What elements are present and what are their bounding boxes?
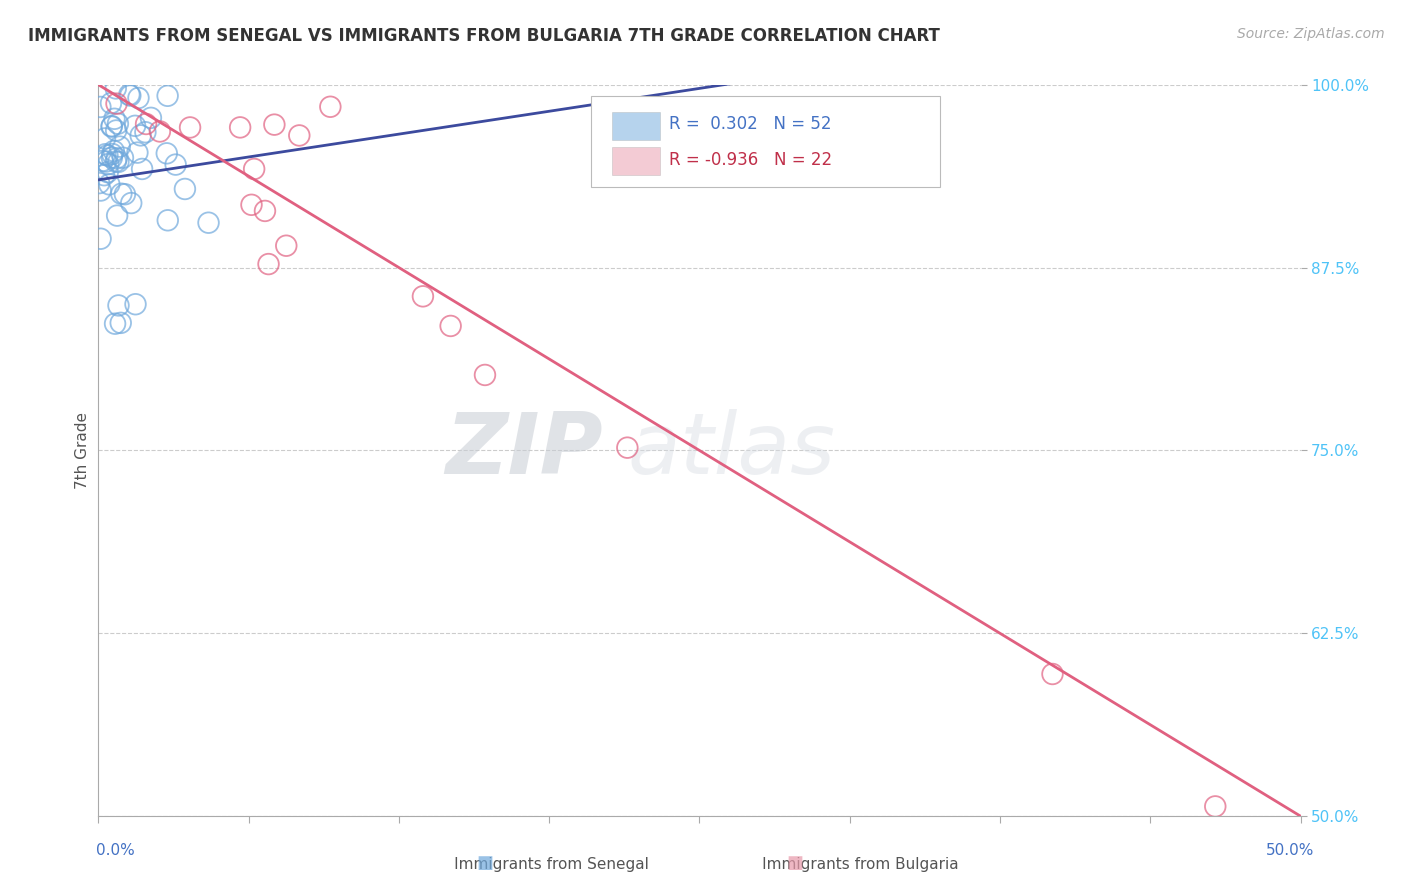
Point [257,257,280,271]
Point [156,213,179,227]
Point [263,118,285,132]
Point [288,128,311,143]
Point [97,165,120,179]
Point [118,87,141,102]
Point [101,147,124,161]
Point [105,152,128,166]
Point [94,131,117,145]
Text: ■: ■ [786,855,803,872]
Y-axis label: 7th Grade: 7th Grade [75,412,90,489]
Point [90,232,112,246]
Point [93,168,115,182]
Point [124,297,146,311]
Point [1042,667,1064,681]
Point [100,120,122,134]
Point [107,117,129,131]
Point [91,153,114,168]
Point [105,96,128,111]
FancyBboxPatch shape [592,95,939,187]
Point [229,120,252,135]
Point [1204,799,1226,814]
Point [240,198,263,212]
Point [100,96,122,111]
Point [616,441,638,455]
Point [156,88,179,103]
Point [100,119,122,133]
Point [111,151,134,165]
Point [165,158,187,172]
Point [124,119,146,133]
Point [243,161,266,176]
Point [253,203,276,218]
Point [127,91,149,105]
Text: atlas: atlas [627,409,835,492]
Point [107,298,129,312]
Point [120,88,142,103]
Point [134,125,156,139]
Point [195,60,218,74]
Point [104,81,127,95]
Point [440,318,463,333]
Text: IMMIGRANTS FROM SENEGAL VS IMMIGRANTS FROM BULGARIA 7TH GRADE CORRELATION CHART: IMMIGRANTS FROM SENEGAL VS IMMIGRANTS FR… [28,27,941,45]
Point [94,154,117,169]
Text: Immigrants from Senegal: Immigrants from Senegal [420,857,648,872]
Point [89,176,111,190]
Point [139,111,162,125]
Point [129,128,152,143]
Point [104,317,127,331]
Point [131,161,153,176]
Text: Source: ZipAtlas.com: Source: ZipAtlas.com [1237,27,1385,41]
Point [89,100,111,114]
Text: Immigrants from Bulgaria: Immigrants from Bulgaria [728,857,959,872]
Point [94,147,117,161]
Point [114,187,136,202]
Point [149,124,172,138]
Point [135,117,157,131]
Text: R = -0.936   N = 22: R = -0.936 N = 22 [669,151,832,169]
FancyBboxPatch shape [612,147,659,175]
FancyBboxPatch shape [612,112,659,139]
Text: 0.0%: 0.0% [96,843,135,858]
Point [120,196,142,211]
Text: ■: ■ [477,855,494,872]
Text: R =  0.302   N = 52: R = 0.302 N = 52 [669,115,832,134]
Point [110,186,132,201]
Point [174,182,197,196]
Point [110,316,132,330]
Point [90,184,112,198]
Point [129,66,152,80]
Text: ZIP: ZIP [446,409,603,492]
Point [105,123,128,137]
Point [108,139,131,153]
Point [319,100,342,114]
Text: 50.0%: 50.0% [1267,843,1315,858]
Point [97,157,120,171]
Point [103,112,125,126]
Point [129,62,152,77]
Point [98,178,121,192]
Point [276,238,298,252]
Point [105,209,128,223]
Point [127,145,149,160]
Point [96,148,118,162]
Point [101,151,124,165]
Point [107,154,129,169]
Point [474,368,496,382]
Point [156,146,179,161]
Point [104,154,127,169]
Point [412,289,434,303]
Point [103,63,125,78]
Point [197,216,219,230]
Point [103,144,125,158]
Point [179,120,201,135]
